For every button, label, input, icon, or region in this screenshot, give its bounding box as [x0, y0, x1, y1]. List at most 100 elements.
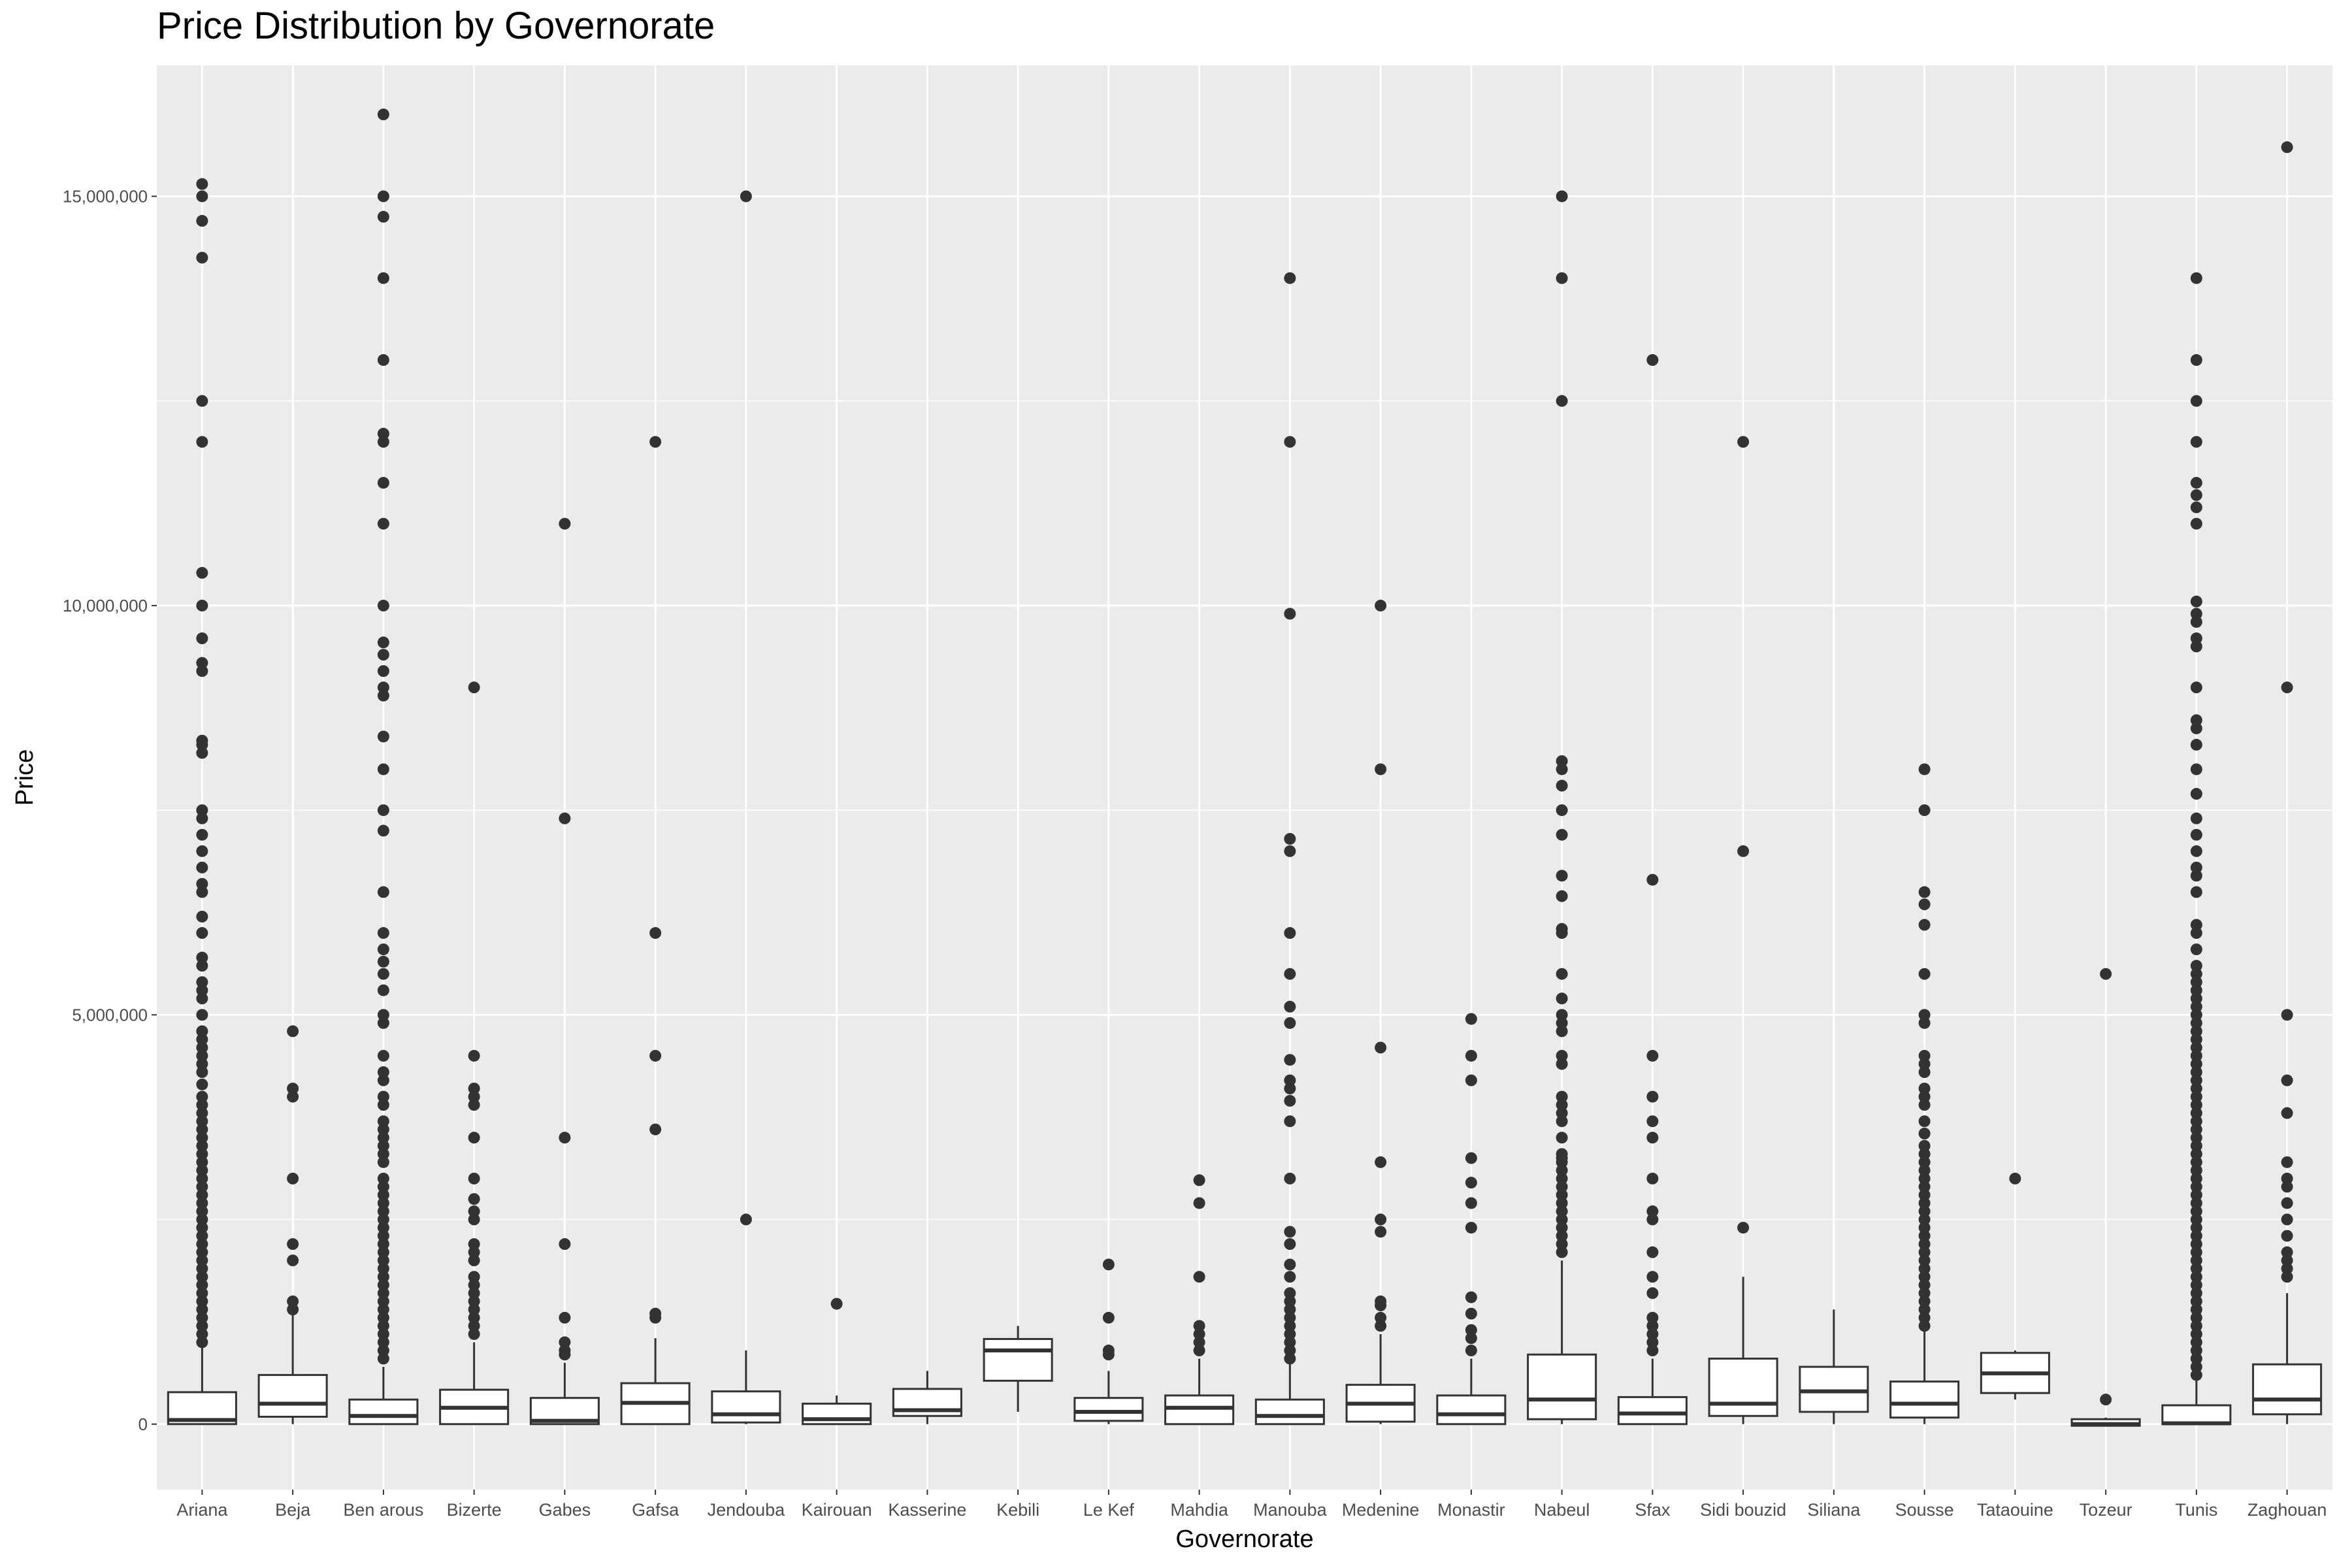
- outlier-point: [196, 566, 208, 579]
- outlier-point: [377, 1148, 389, 1160]
- outlier-point: [377, 1205, 389, 1218]
- outlier-point: [2190, 1254, 2202, 1267]
- outlier-point: [377, 1066, 389, 1079]
- outlier-point: [1646, 1336, 1659, 1348]
- box: [1164, 1394, 1235, 1426]
- outlier-point: [2190, 960, 2202, 972]
- outlier-point: [2190, 1320, 2202, 1332]
- outlier-point: [2190, 1311, 2202, 1324]
- outlier-point: [377, 763, 389, 776]
- outlier-point: [2190, 919, 2202, 931]
- outlier-point: [1737, 436, 1750, 448]
- outlier-point: [2281, 1009, 2293, 1021]
- outlier-point: [2281, 1213, 2293, 1226]
- outlier-point: [196, 1230, 208, 1242]
- outlier-point: [1918, 1164, 1931, 1177]
- box-group: [1980, 1172, 2050, 1400]
- x-tick-label: Siliana: [1807, 1500, 1861, 1520]
- outlier-point: [196, 951, 208, 964]
- outlier-point: [1465, 1291, 1477, 1303]
- outlier-point: [740, 190, 752, 203]
- outlier-point: [1556, 890, 1568, 902]
- outlier-point: [2190, 845, 2202, 857]
- outlier-point: [2190, 615, 2202, 628]
- outlier-point: [1556, 1017, 1568, 1029]
- outlier-point: [2190, 1213, 2202, 1226]
- outlier-point: [1918, 1279, 1931, 1291]
- outlier-point: [2281, 1156, 2293, 1168]
- outlier-point: [2190, 1123, 2202, 1135]
- outlier-point: [196, 992, 208, 1005]
- outlier-point: [2190, 738, 2202, 751]
- outlier-point: [377, 1123, 389, 1135]
- box: [1889, 1380, 1960, 1419]
- chart-title: Price Distribution by Governorate: [157, 5, 715, 47]
- x-tick-label: Kairouan: [802, 1500, 872, 1520]
- outlier-point: [1556, 1205, 1568, 1218]
- outlier-point: [196, 1115, 208, 1128]
- outlier-point: [468, 1099, 480, 1111]
- outlier-point: [468, 1083, 480, 1095]
- y-tick-label: 10,000,000: [63, 596, 148, 615]
- x-tick-label: Kebili: [996, 1500, 1039, 1520]
- outlier-point: [468, 1303, 480, 1316]
- outlier-point: [2190, 1148, 2202, 1160]
- outlier-point: [377, 825, 389, 837]
- outlier-point: [1918, 1287, 1931, 1299]
- outlier-point: [1918, 1213, 1931, 1226]
- y-axis-title: Price: [11, 749, 39, 806]
- outlier-point: [1193, 1336, 1205, 1348]
- outlier-point: [1918, 1238, 1931, 1250]
- box-group: [1889, 763, 1960, 1424]
- outlier-point: [196, 1132, 208, 1144]
- outlier-point: [196, 178, 208, 190]
- outlier-point: [377, 1197, 389, 1209]
- outlier-point: [1102, 1311, 1115, 1324]
- box: [711, 1390, 781, 1424]
- outlier-point: [196, 1303, 208, 1316]
- outlier-point: [2190, 1295, 2202, 1307]
- outlier-point: [559, 517, 571, 530]
- outlier-point: [196, 1139, 208, 1152]
- outlier-point: [830, 1298, 843, 1310]
- outlier-point: [468, 1287, 480, 1299]
- outlier-point: [2190, 1279, 2202, 1291]
- outlier-point: [1646, 1320, 1659, 1332]
- outlier-point: [1918, 1099, 1931, 1111]
- outlier-point: [377, 1254, 389, 1267]
- outlier-point: [2009, 1172, 2021, 1184]
- outlier-point: [2190, 943, 2202, 956]
- box-group: [802, 1298, 872, 1426]
- outlier-point: [2190, 1369, 2202, 1381]
- outlier-point: [1465, 1332, 1477, 1345]
- outlier-point: [196, 1238, 208, 1250]
- outlier-point: [468, 1090, 480, 1103]
- outlier-point: [2190, 722, 2202, 734]
- minor-gridlines: [157, 400, 2332, 1220]
- outlier-point: [1918, 1115, 1931, 1128]
- outlier-point: [377, 427, 389, 440]
- outlier-point: [1918, 1128, 1931, 1139]
- outlier-point: [649, 436, 662, 448]
- outlier-point: [468, 1238, 480, 1250]
- outlier-point: [377, 476, 389, 489]
- outlier-point: [1646, 1115, 1659, 1128]
- box-group: [529, 517, 600, 1426]
- x-tick-label: Ariana: [176, 1500, 228, 1520]
- outlier-point: [377, 1320, 389, 1332]
- x-tick-label: Bizerte: [447, 1500, 502, 1520]
- outlier-point: [2190, 1238, 2202, 1250]
- outlier-point: [377, 1230, 389, 1242]
- box: [257, 1374, 328, 1418]
- outlier-point: [1646, 354, 1659, 367]
- y-tick-label: 5,000,000: [72, 1005, 148, 1024]
- outlier-point: [2190, 476, 2202, 489]
- outlier-point: [196, 1287, 208, 1299]
- outlier-point: [1646, 1287, 1659, 1299]
- plot-panel: [157, 65, 2332, 1490]
- outlier-point: [2190, 1099, 2202, 1111]
- outlier-point: [1918, 1188, 1931, 1201]
- outlier-point: [1284, 927, 1296, 939]
- outlier-point: [2100, 1394, 2112, 1406]
- outlier-point: [196, 910, 208, 923]
